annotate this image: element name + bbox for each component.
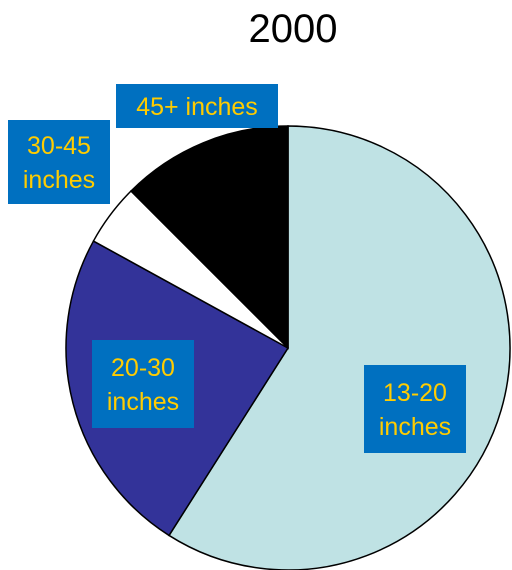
- slice-label-box: [92, 340, 194, 428]
- slice-label-text: 30-45: [27, 132, 91, 160]
- slice-label-20-30-inches: 20-30 inches: [92, 340, 194, 428]
- slice-label-13-20-inches: 13-20 inches: [364, 365, 466, 453]
- slice-label-text: inches: [23, 166, 95, 194]
- slice-label-box: [8, 120, 110, 204]
- slice-label-45-inches: 45+ inches: [116, 84, 278, 128]
- slice-label-text: 20-30: [111, 354, 175, 382]
- slice-label-text: 45+ inches: [136, 93, 258, 121]
- slice-label-text: inches: [379, 413, 451, 441]
- pie-labels: 13-20 inches 20-30 inches 30-45 inches 45+ inc…: [8, 84, 466, 453]
- slice-label-text: inches: [107, 388, 179, 416]
- slice-label-box: [116, 84, 278, 128]
- slice-label-text: 13-20: [383, 379, 447, 407]
- slice-label-30-45-inches: 30-45 inches: [8, 120, 110, 204]
- chart-title: 2000: [248, 7, 338, 51]
- slice-label-box: [364, 365, 466, 453]
